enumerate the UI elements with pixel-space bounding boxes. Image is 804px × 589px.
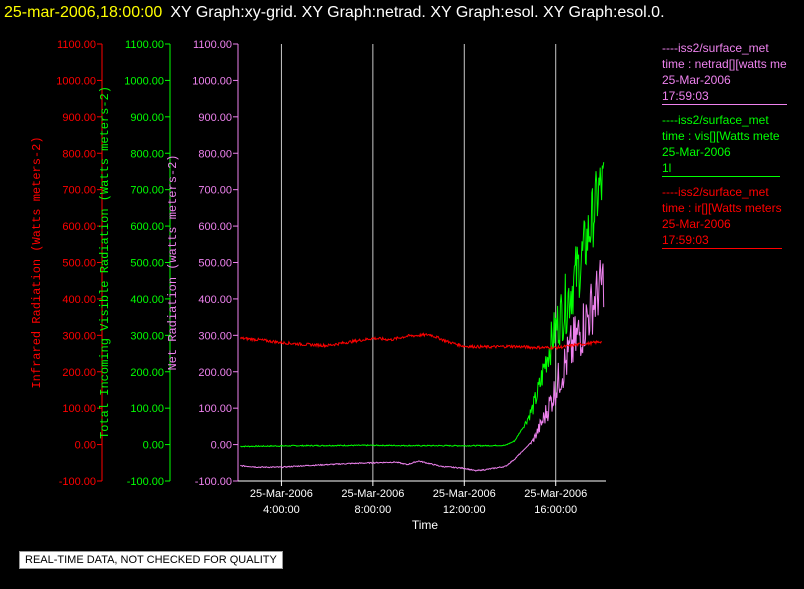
x-tick-date-1: 25-Mar-2006 bbox=[341, 488, 404, 500]
y-tick-label-1-2: 100.00 bbox=[130, 403, 164, 415]
y-tick-label-1-4: 300.00 bbox=[130, 330, 164, 342]
y-axis-label-0: Infrared Radiation (Watts meters-2) bbox=[30, 136, 44, 388]
legend-netrad-field: time : netrad[][watts me bbox=[662, 57, 787, 71]
y-axis-label-1: Total Incoming Visible Radiation (Watts … bbox=[98, 86, 112, 439]
y-tick-label-0-12: 1100.00 bbox=[57, 39, 96, 51]
x-tick-time-0: 4:00:00 bbox=[263, 504, 300, 516]
legend-ir-source: ----iss2/surface_met bbox=[662, 185, 769, 199]
y-tick-label-1-11: 1000.00 bbox=[124, 75, 164, 87]
series-line-ir bbox=[239, 332, 602, 351]
legend-netrad: ----iss2/surface_met time : netrad[][wat… bbox=[662, 40, 787, 105]
y-tick-label-1-0: -100.00 bbox=[127, 476, 164, 488]
x-tick-date-3: 25-Mar-2006 bbox=[524, 488, 587, 500]
legend-vis-field: time : vis[][Watts mete bbox=[662, 129, 780, 143]
y-tick-label-1-6: 500.00 bbox=[130, 258, 164, 270]
x-tick-time-3: 16:00:00 bbox=[534, 504, 577, 516]
y-tick-label-1-7: 600.00 bbox=[130, 221, 164, 233]
y-tick-label-0-11: 1000.00 bbox=[56, 75, 96, 87]
y-tick-label-0-2: 100.00 bbox=[62, 403, 96, 415]
y-tick-label-0-10: 900.00 bbox=[62, 112, 96, 124]
y-tick-label-0-1: 0.00 bbox=[75, 440, 96, 452]
y-tick-label-2-10: 900.00 bbox=[198, 112, 232, 124]
y-tick-label-1-10: 900.00 bbox=[130, 112, 164, 124]
y-tick-label-0-6: 500.00 bbox=[62, 258, 96, 270]
graph-timestamp: 25-mar-2006,18:00:00 bbox=[4, 4, 163, 21]
legend-ir-field: time : ir[][Watts meters bbox=[662, 201, 782, 215]
y-tick-label-0-0: -100.00 bbox=[59, 476, 96, 488]
y-tick-label-1-5: 400.00 bbox=[130, 294, 164, 306]
y-tick-label-2-11: 1000.00 bbox=[192, 75, 232, 87]
y-tick-label-2-0: -100.00 bbox=[195, 476, 232, 488]
y-tick-label-0-7: 600.00 bbox=[62, 221, 96, 233]
x-tick-date-2: 25-Mar-2006 bbox=[433, 488, 496, 500]
y-tick-label-0-4: 300.00 bbox=[62, 330, 96, 342]
y-tick-label-1-8: 700.00 bbox=[130, 185, 164, 197]
y-tick-label-2-5: 400.00 bbox=[198, 294, 232, 306]
legend-vis-time: 1l bbox=[662, 161, 672, 175]
legend-vis-source: ----iss2/surface_met bbox=[662, 113, 769, 127]
legend-vis-date: 25-Mar-2006 bbox=[662, 145, 731, 159]
series-line-netrad bbox=[240, 259, 605, 472]
legend-ir-date: 25-Mar-2006 bbox=[662, 217, 731, 231]
y-tick-label-0-3: 200.00 bbox=[62, 367, 96, 379]
y-tick-label-2-2: 100.00 bbox=[198, 403, 232, 415]
y-tick-label-1-12: 1100.00 bbox=[125, 39, 164, 51]
quality-note: REAL-TIME DATA, NOT CHECKED FOR QUALITY bbox=[19, 551, 283, 569]
y-tick-label-0-9: 800.00 bbox=[62, 148, 96, 160]
x-axis-label: Time bbox=[412, 518, 439, 532]
y-tick-label-2-8: 700.00 bbox=[198, 185, 232, 197]
y-tick-label-2-4: 300.00 bbox=[198, 330, 232, 342]
legend-netrad-time: 17:59:03 bbox=[662, 89, 709, 103]
graph-list: XY Graph:xy-grid. XY Graph:netrad. XY Gr… bbox=[170, 4, 665, 21]
title-bar: 25-mar-2006,18:00:00 XY Graph:xy-grid. XY… bbox=[0, 0, 804, 30]
series-line-vis bbox=[240, 162, 605, 448]
y-tick-label-2-6: 500.00 bbox=[198, 258, 232, 270]
y-tick-label-2-12: 1100.00 bbox=[193, 39, 232, 51]
x-tick-time-1: 8:00:00 bbox=[355, 504, 392, 516]
y-tick-label-1-1: 0.00 bbox=[143, 440, 164, 452]
y-tick-label-2-9: 800.00 bbox=[198, 148, 232, 160]
y-tick-label-2-7: 600.00 bbox=[198, 221, 232, 233]
x-tick-date-0: 25-Mar-2006 bbox=[250, 488, 313, 500]
y-tick-label-0-8: 700.00 bbox=[62, 185, 96, 197]
x-tick-time-2: 12:00:00 bbox=[443, 504, 486, 516]
legend-vis: ----iss2/surface_met time : vis[][Watts … bbox=[662, 112, 780, 177]
y-tick-label-0-5: 400.00 bbox=[62, 294, 96, 306]
y-tick-label-2-1: 0.00 bbox=[211, 440, 232, 452]
legend-ir: ----iss2/surface_met time : ir[][Watts m… bbox=[662, 184, 782, 249]
y-tick-label-2-3: 200.00 bbox=[198, 367, 232, 379]
y-axis-label-2: Net Radiation (watts meters-2) bbox=[166, 154, 180, 370]
y-tick-label-1-3: 200.00 bbox=[130, 367, 164, 379]
y-tick-label-1-9: 800.00 bbox=[130, 148, 164, 160]
legend-netrad-source: ----iss2/surface_met bbox=[662, 41, 769, 55]
legend-ir-time: 17:59:03 bbox=[662, 233, 709, 247]
legend-netrad-date: 25-Mar-2006 bbox=[662, 73, 731, 87]
